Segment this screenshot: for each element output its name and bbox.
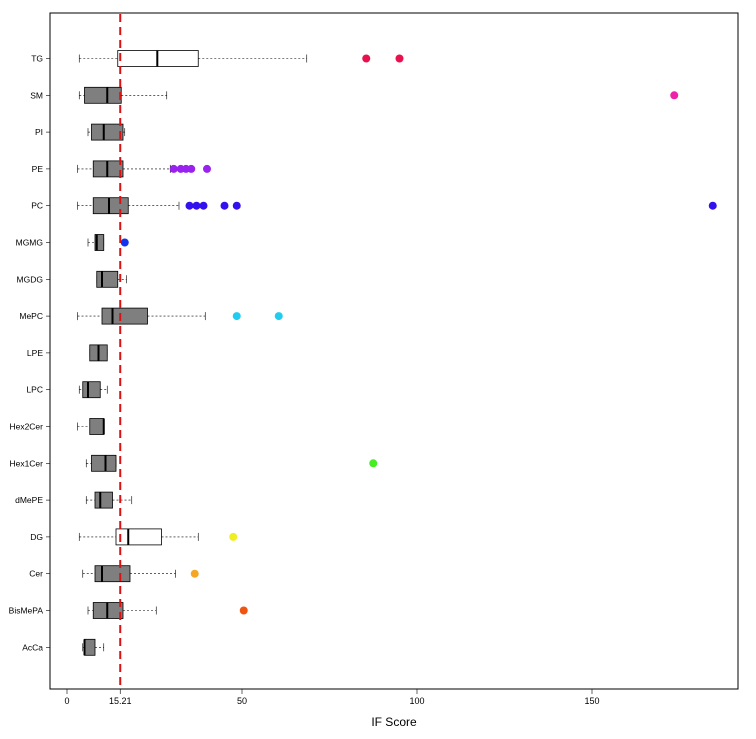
y-tick-label-cer: Cer xyxy=(29,569,43,579)
box-mepc xyxy=(101,307,148,325)
x-tick-label: 100 xyxy=(409,696,424,706)
y-tick-label-dmepe: dMePE xyxy=(15,495,43,505)
x-axis: 0 15.21 50 100 150 xyxy=(64,689,600,706)
box-dmepe xyxy=(94,491,113,509)
outlier-point-sm xyxy=(670,91,679,100)
outlier-point-mgmg xyxy=(120,238,129,247)
y-tick-label-mgdg: MGDG xyxy=(17,274,43,284)
box-group-lpc xyxy=(78,381,108,399)
box-group-mgdg xyxy=(96,270,127,288)
x-tick-label: 150 xyxy=(584,696,599,706)
outlier-point-pe xyxy=(187,164,196,173)
y-tick-label-mepc: MePC xyxy=(19,311,43,321)
box-group-hex1cer xyxy=(85,454,378,472)
outlier-point-pc xyxy=(192,201,201,210)
outlier-point-mepc xyxy=(274,312,283,321)
box-acca xyxy=(84,638,96,656)
box-group-sm xyxy=(78,86,679,104)
y-tick-label-tg: TG xyxy=(31,54,43,64)
box-group-pc xyxy=(77,197,717,215)
outlier-point-hex1cer xyxy=(369,459,378,468)
outlier-point-pc xyxy=(708,201,717,210)
y-tick-label-dg: DG xyxy=(30,532,43,542)
y-tick-label-bismepa: BisMePA xyxy=(9,606,44,616)
outlier-point-pe xyxy=(169,164,178,173)
box-group-mgmg xyxy=(87,234,129,251)
outlier-point-pc xyxy=(199,201,208,210)
box-sm xyxy=(84,86,122,104)
plot-frame xyxy=(49,12,739,690)
y-tick-label-sm: SM xyxy=(30,90,43,100)
outlier-point-tg xyxy=(362,54,371,63)
box-group-acca xyxy=(82,638,105,656)
y-tick-label-mgmg: MGMG xyxy=(16,238,43,248)
box-pc xyxy=(92,197,129,215)
outlier-point-tg xyxy=(395,54,404,63)
box-group-pe xyxy=(77,160,211,178)
box-mgdg xyxy=(96,270,119,288)
box-lpc xyxy=(82,381,101,399)
box-hex1cer xyxy=(91,454,117,472)
boxes-layer xyxy=(77,50,717,656)
outlier-point-pc xyxy=(185,201,194,210)
x-tick-label: 0 xyxy=(64,696,69,706)
box-group-mepc xyxy=(77,307,283,325)
outlier-point-dg xyxy=(229,532,238,541)
y-tick-label-lpe: LPE xyxy=(27,348,43,358)
box-group-tg xyxy=(78,50,404,67)
box-group-cer xyxy=(82,565,199,583)
outlier-point-bismepa xyxy=(239,606,248,615)
x-tick-label: 50 xyxy=(237,696,247,706)
box-dg xyxy=(115,528,162,546)
box-pi xyxy=(91,123,124,141)
box-group-lpe xyxy=(89,344,108,362)
box-group-dg xyxy=(78,528,238,546)
y-tick-label-acca: AcCa xyxy=(22,642,43,652)
x-axis-title: IF Score xyxy=(371,715,417,729)
y-axis: TG SM PI PE PC MGMG MGDG MePC LPE LPC Hex2Cer Hex1C… xyxy=(9,54,50,652)
box-group-dmepe xyxy=(85,491,133,509)
y-tick-label-lpc: LPC xyxy=(26,385,43,395)
outlier-point-pc xyxy=(232,201,241,210)
y-tick-label-hex1cer: Hex1Cer xyxy=(9,458,43,468)
outlier-point-pc xyxy=(220,201,229,210)
y-tick-label-pi: PI xyxy=(35,127,43,137)
x-tick-label: 15.21 xyxy=(109,696,132,706)
box-group-hex2cer xyxy=(77,418,105,435)
y-tick-label-hex2cer: Hex2Cer xyxy=(9,422,43,432)
box-cer xyxy=(94,565,131,583)
box-group-bismepa xyxy=(87,602,248,619)
y-tick-label-pc: PC xyxy=(31,201,43,211)
box-hex2cer xyxy=(89,418,105,435)
box-group-pi xyxy=(87,123,126,141)
box-mgmg xyxy=(94,234,105,251)
outlier-point-pe xyxy=(203,164,211,173)
y-tick-label-pe: PE xyxy=(32,164,44,174)
outlier-point-mepc xyxy=(232,312,241,321)
outlier-point-cer xyxy=(190,569,199,578)
